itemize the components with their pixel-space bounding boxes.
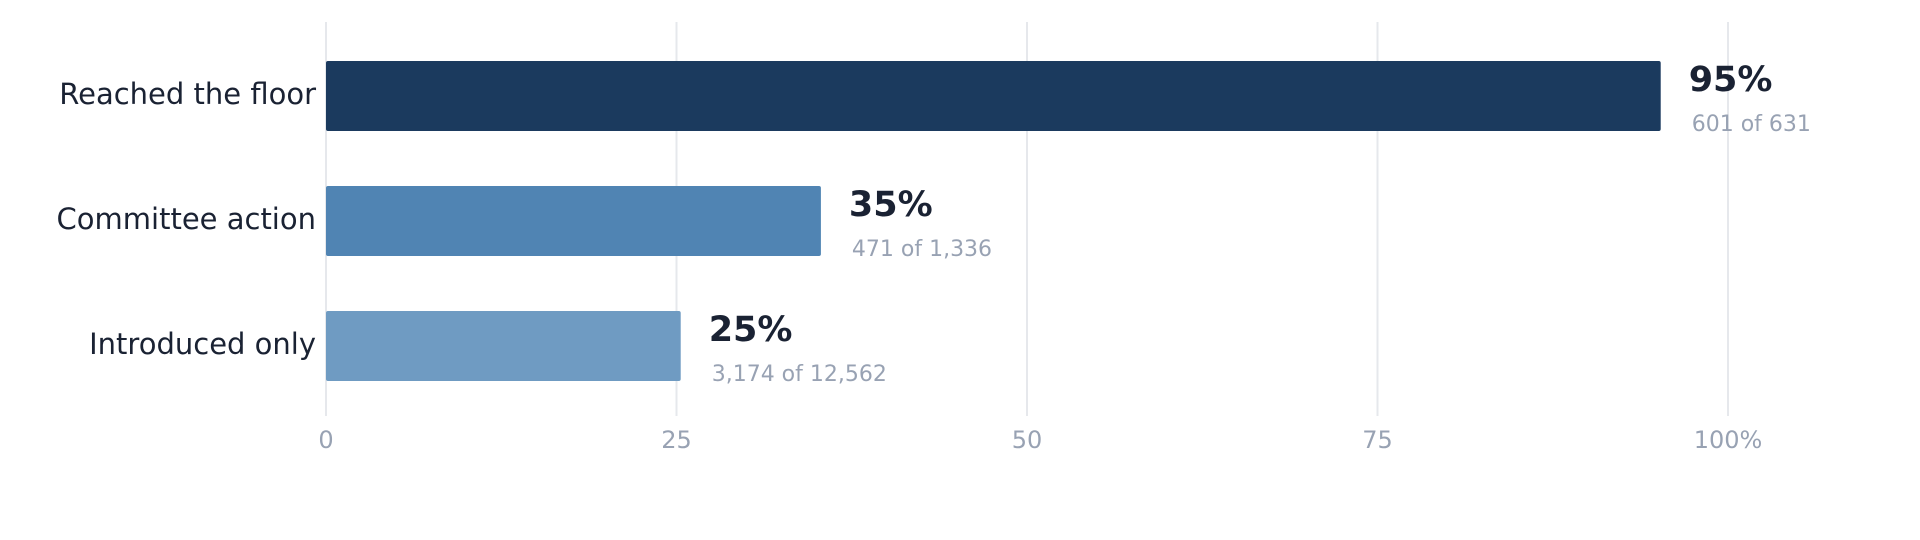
x-tick-label: 25 — [661, 426, 692, 454]
value-label: 95% — [1689, 60, 1773, 100]
detail-label: 601 of 631 — [1692, 112, 1811, 137]
detail-label: 3,174 of 12,562 — [712, 362, 887, 387]
x-tick-label: 50 — [1012, 426, 1043, 454]
bar — [326, 186, 821, 256]
category-label: Committee action — [57, 202, 316, 236]
value-label: 35% — [849, 185, 933, 225]
category-label: Introduced only — [89, 327, 316, 361]
detail-label: 471 of 1,336 — [852, 237, 992, 262]
x-tick-label: 100% — [1694, 426, 1763, 454]
category-label: Reached the floor — [59, 77, 316, 111]
x-tick-label: 0 — [318, 426, 333, 454]
x-tick-label: 75 — [1362, 426, 1393, 454]
value-label: 25% — [709, 310, 793, 350]
bar — [326, 311, 681, 381]
bar — [326, 61, 1661, 131]
